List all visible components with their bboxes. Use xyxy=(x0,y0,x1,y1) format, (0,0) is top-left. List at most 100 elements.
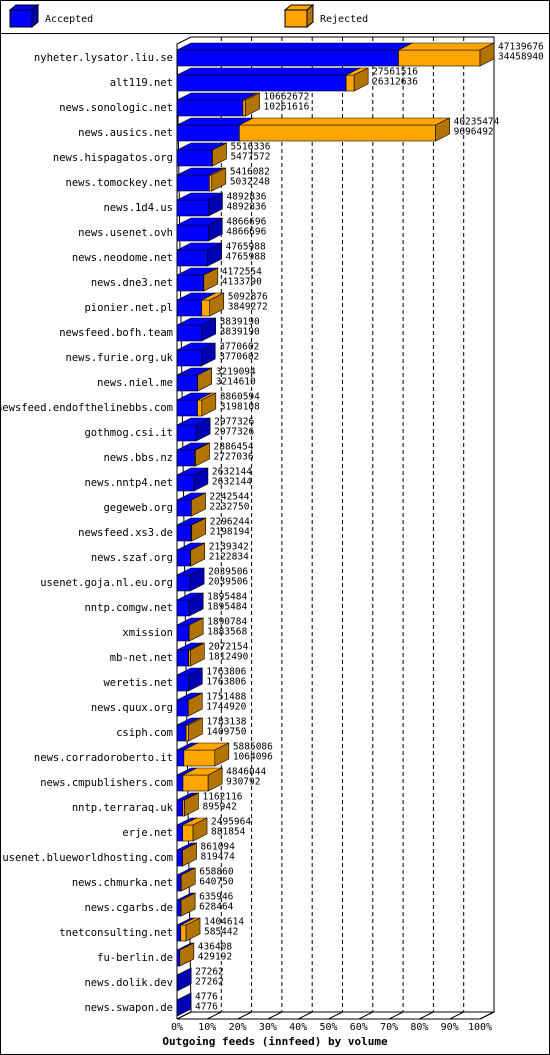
rejected-bar-side xyxy=(180,867,196,892)
category-label: news.chmurka.net xyxy=(72,877,173,889)
rejected-bar-side xyxy=(245,92,260,117)
value-label: 1783138 xyxy=(206,717,246,728)
accepted-bar xyxy=(176,199,209,217)
value-label: 1404614 xyxy=(204,917,244,928)
rejected-bar-side xyxy=(188,717,203,742)
value-label: 4133790 xyxy=(222,277,262,288)
rejected-bar-side xyxy=(190,542,206,567)
rejected-bar xyxy=(182,824,194,842)
category-label: news.1d4.us xyxy=(103,202,173,214)
accepted-bar xyxy=(176,649,189,667)
rejected-bar xyxy=(197,399,203,417)
value-label: 658860 xyxy=(199,867,234,878)
x-tick xyxy=(419,1011,434,1020)
accepted-bar xyxy=(176,874,182,892)
value-label: 4846044 xyxy=(226,767,266,778)
x-tick-label: 100% xyxy=(468,1022,492,1033)
rejected-bar-side xyxy=(185,917,201,942)
value-label: 4172554 xyxy=(222,267,262,278)
accepted-bar-side xyxy=(207,242,222,267)
category-label: newsfeed.xs3.de xyxy=(78,527,173,539)
accepted-bar-side xyxy=(208,192,223,217)
value-label: 1895484 xyxy=(207,602,247,613)
accepted-bar xyxy=(176,349,202,367)
x-tick-label: 20% xyxy=(229,1022,247,1033)
rejected-bar-side xyxy=(179,942,195,967)
value-label: 895942 xyxy=(202,802,236,813)
value-label: 3198108 xyxy=(220,402,260,413)
category-label: gegeweb.org xyxy=(103,502,173,514)
x-tick-label: 70% xyxy=(380,1022,398,1033)
x-tick xyxy=(328,1011,343,1020)
category-label: weretis.net xyxy=(103,677,173,689)
rejected-bar-side xyxy=(191,517,207,542)
accepted-bar xyxy=(176,849,183,867)
rejected-bar-side xyxy=(197,367,212,392)
value-label: 3839190 xyxy=(220,317,260,328)
value-label: 2632144 xyxy=(212,477,252,488)
category-label: news.dolik.dev xyxy=(84,977,173,989)
legend-swatch xyxy=(31,3,39,29)
value-label: 5477572 xyxy=(230,152,270,163)
value-label: 3849272 xyxy=(228,302,268,313)
value-label: 2977326 xyxy=(214,427,254,438)
value-label: 2122834 xyxy=(209,552,249,563)
accepted-bar xyxy=(176,624,190,642)
rejected-bar-top xyxy=(239,117,450,126)
value-label: 819474 xyxy=(201,852,236,863)
accepted-bar xyxy=(176,799,184,817)
value-label: 47139676 xyxy=(498,42,544,53)
value-label: 2632144 xyxy=(212,467,252,478)
accepted-bar-side xyxy=(200,342,216,367)
value-label: 2072154 xyxy=(208,642,248,653)
value-label: 5885086 xyxy=(233,742,273,753)
value-label: 27561516 xyxy=(372,67,418,78)
value-label: 2039506 xyxy=(208,577,248,588)
x-tick-label: 80% xyxy=(410,1022,428,1033)
value-label: 628464 xyxy=(199,902,234,913)
rejected-bar xyxy=(201,299,211,317)
category-label: news.neodome.net xyxy=(72,252,173,264)
accepted-bar xyxy=(176,174,210,192)
value-label: 2977326 xyxy=(214,417,254,428)
rejected-bar xyxy=(242,99,246,117)
x-tick-label: 50% xyxy=(319,1022,337,1033)
accepted-bar xyxy=(176,149,213,167)
rejected-bar-side xyxy=(479,42,495,67)
rejected-bar xyxy=(183,749,216,767)
category-label: usenet.goja.nl.eu.org xyxy=(40,577,173,589)
x-tick xyxy=(388,1011,404,1020)
x-tick-label: 0% xyxy=(171,1022,183,1033)
value-label: 585442 xyxy=(204,927,238,938)
x-axis-title: Outgoing feeds (innfeed) by volume xyxy=(162,1035,388,1048)
accepted-bar xyxy=(176,774,184,792)
value-label: 4765988 xyxy=(226,242,266,253)
value-label: 1744920 xyxy=(206,702,246,713)
accepted-bar xyxy=(176,899,182,917)
value-label: 5416082 xyxy=(230,167,270,178)
value-label: 1890784 xyxy=(207,617,247,628)
category-label: news.quux.org xyxy=(91,702,173,714)
category-label: news.usenet.ovh xyxy=(78,227,173,239)
rejected-bar xyxy=(182,774,209,792)
accepted-bar-side xyxy=(188,667,203,692)
accepted-bar-side xyxy=(176,967,192,992)
x-tick-label: 10% xyxy=(198,1022,216,1033)
accepted-bar xyxy=(176,249,208,267)
accepted-bar xyxy=(176,124,240,142)
rejected-bar-side xyxy=(182,842,197,867)
value-label: 26312636 xyxy=(372,77,418,88)
value-label: 1064096 xyxy=(233,752,273,763)
legend-label: Accepted xyxy=(45,14,93,25)
value-label: 4866696 xyxy=(226,227,266,238)
accepted-bar xyxy=(176,399,198,417)
value-label: 2495964 xyxy=(211,817,251,828)
accepted-bar-side xyxy=(207,217,223,242)
value-label: 436408 xyxy=(198,942,233,953)
category-label: nntp.terraraq.uk xyxy=(72,802,174,814)
rejected-bar xyxy=(345,74,355,92)
accepted-bar xyxy=(176,224,209,242)
category-label: news.tomockey.net xyxy=(66,177,173,189)
rejected-bar-side xyxy=(435,117,450,142)
